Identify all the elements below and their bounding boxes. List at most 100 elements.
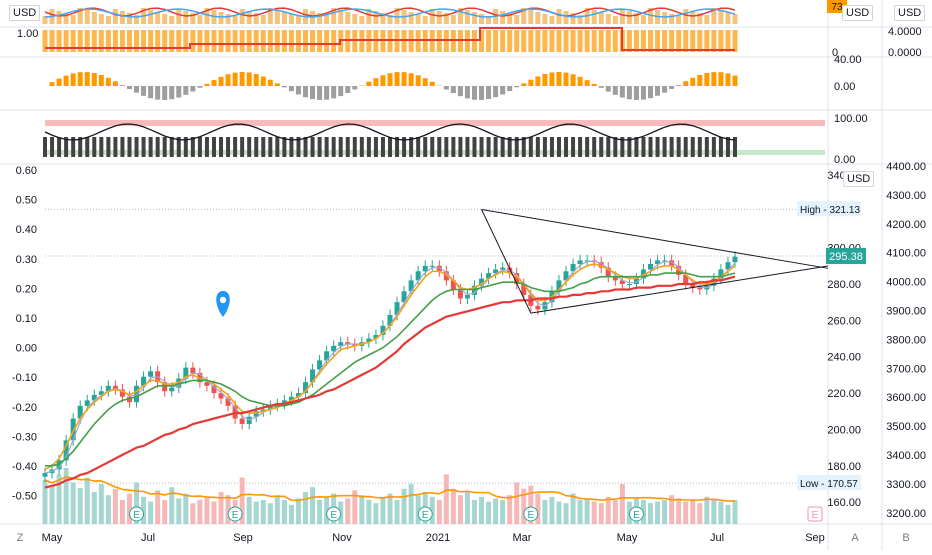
step-indicator-pane[interactable]: 1.000: [17, 28, 838, 59]
oscillator-bar: [289, 14, 294, 24]
volume-bar: [345, 498, 350, 524]
ema-fast-line: [45, 264, 735, 470]
rsi-tick-bottom: 0.00: [834, 154, 855, 166]
percent-axis-tick: 0.20: [16, 283, 37, 295]
oscillator-bar: [690, 11, 695, 24]
histogram-bar: [648, 86, 653, 98]
histogram-bar: [120, 85, 125, 86]
rsi-bar: [275, 137, 279, 157]
histogram-bar: [64, 76, 69, 86]
step-indicator-bar: [268, 30, 273, 52]
rsi-bar: [43, 137, 47, 157]
histogram-bar: [226, 74, 231, 86]
currency-badge-left[interactable]: USD: [9, 5, 40, 21]
histogram-bar: [275, 83, 280, 86]
volume-bar: [247, 497, 252, 524]
earnings-marker-label: E: [527, 510, 534, 521]
index-axis[interactable]: 4400.004300.004200.004100.004000.003900.…: [886, 161, 926, 520]
volume-bar: [317, 500, 322, 524]
rsi-bar: [458, 137, 462, 157]
currency-badge-index[interactable]: USD: [894, 5, 925, 21]
oscillator-bar: [606, 14, 611, 24]
volume-bar: [268, 503, 273, 524]
step-indicator-left-label: 1.00: [17, 28, 38, 40]
histogram-pane[interactable]: 40.000.00: [50, 54, 862, 100]
histogram-bar: [338, 86, 343, 96]
oscillator-bar: [409, 12, 414, 24]
currency-badge-pane[interactable]: USD: [842, 5, 873, 21]
oscillator-bar: [71, 15, 76, 24]
step-indicator-bar: [226, 30, 231, 52]
earnings-marker[interactable]: E: [629, 507, 643, 521]
volume-bar: [296, 498, 301, 524]
histogram-bar: [521, 83, 526, 86]
oscillator-bar: [240, 9, 245, 24]
oscillator-bar: [556, 9, 561, 24]
candle-body: [190, 368, 195, 373]
rsi-pane[interactable]: 100.000.00: [43, 113, 868, 166]
oscillator-bar: [535, 12, 540, 24]
histogram-bar: [211, 80, 216, 86]
rsi-bar: [522, 137, 526, 157]
price-axis[interactable]: 160.00180.00200.00220.00240.00260.00280.…: [797, 170, 866, 509]
index-axis-tick: 4300.00: [886, 190, 926, 202]
earnings-marker[interactable]: E: [130, 507, 144, 521]
earnings-marker[interactable]: E: [524, 507, 538, 521]
earnings-marker[interactable]: E: [418, 507, 432, 521]
histogram-bar: [690, 78, 695, 86]
volume-bar: [542, 500, 547, 524]
histogram-bar: [169, 86, 174, 99]
earnings-marker[interactable]: E: [228, 507, 242, 521]
candle-body: [423, 266, 428, 271]
rsi-bar: [142, 137, 146, 157]
currency-badge-price-axis[interactable]: USD: [843, 171, 874, 187]
histogram-bar: [514, 86, 519, 87]
map-pin-icon[interactable]: [216, 291, 230, 317]
oscillator-bar: [564, 11, 569, 24]
histogram-bar: [366, 82, 371, 86]
rsi-bar: [529, 137, 533, 157]
future-earnings-marker: E: [808, 507, 822, 521]
oscillator-bar: [155, 12, 160, 24]
oscillator-bar: [627, 11, 632, 24]
percent-axis-tick: -0.10: [12, 372, 37, 384]
histogram-bar: [725, 73, 730, 86]
step-indicator-bar: [662, 30, 667, 52]
rsi-bar: [318, 137, 322, 157]
step-indicator-bar: [725, 30, 730, 52]
oscillator-bar: [99, 14, 104, 24]
histogram-bar: [655, 86, 660, 96]
zoom-corner-label: Z: [17, 532, 24, 544]
price-axis-tick: 260.00: [827, 315, 861, 327]
step-indicator-bar: [204, 30, 209, 52]
oscillator-bar: [437, 11, 442, 24]
step-indicator-bar: [535, 30, 540, 52]
histogram-bar: [388, 73, 393, 86]
volume-bar: [197, 500, 202, 524]
oscillator-bar: [176, 9, 181, 24]
earnings-marker[interactable]: E: [327, 507, 341, 521]
oscillator-bar: [423, 16, 428, 24]
histogram-bar: [204, 84, 209, 86]
step-indicator-bar: [261, 30, 266, 52]
earnings-marker-label: E: [232, 510, 239, 521]
histogram-bar: [134, 86, 139, 93]
histogram-bar: [324, 86, 329, 100]
step-indicator-bar: [275, 30, 280, 52]
rsi-bar: [135, 137, 139, 157]
volume-bar: [148, 502, 153, 524]
index-axis-tick: 3600.00: [886, 392, 926, 404]
volume-bar: [718, 502, 723, 524]
volume-bar: [437, 500, 442, 524]
percent-axis-tick: 0.60: [16, 165, 37, 177]
histogram-bar: [683, 81, 688, 86]
histogram-bar: [620, 86, 625, 98]
rsi-bar: [311, 137, 315, 157]
histogram-bar: [486, 86, 491, 99]
histogram-bar: [282, 86, 287, 87]
volume-average-line: [45, 477, 735, 501]
histogram-bar: [578, 77, 583, 86]
